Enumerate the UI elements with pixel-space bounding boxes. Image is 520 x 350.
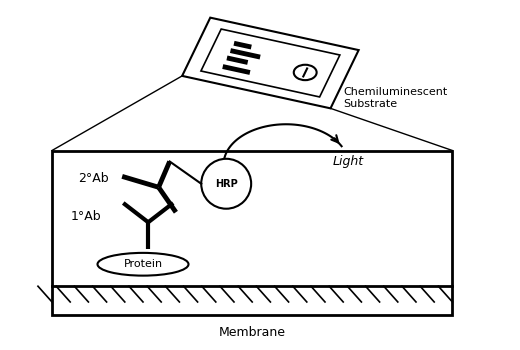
Text: 1°Ab: 1°Ab <box>71 210 101 224</box>
Bar <box>52 150 452 315</box>
Text: 2°Ab: 2°Ab <box>79 172 109 185</box>
Text: Membrane: Membrane <box>219 326 285 339</box>
Ellipse shape <box>98 253 189 276</box>
Polygon shape <box>201 29 340 97</box>
Text: HRP: HRP <box>215 179 238 189</box>
Ellipse shape <box>201 159 251 209</box>
Circle shape <box>294 65 317 80</box>
Text: Light: Light <box>333 154 364 168</box>
Polygon shape <box>182 18 359 108</box>
Text: Protein: Protein <box>123 259 163 269</box>
Text: Chemiluminescent
Substrate: Chemiluminescent Substrate <box>343 87 447 109</box>
